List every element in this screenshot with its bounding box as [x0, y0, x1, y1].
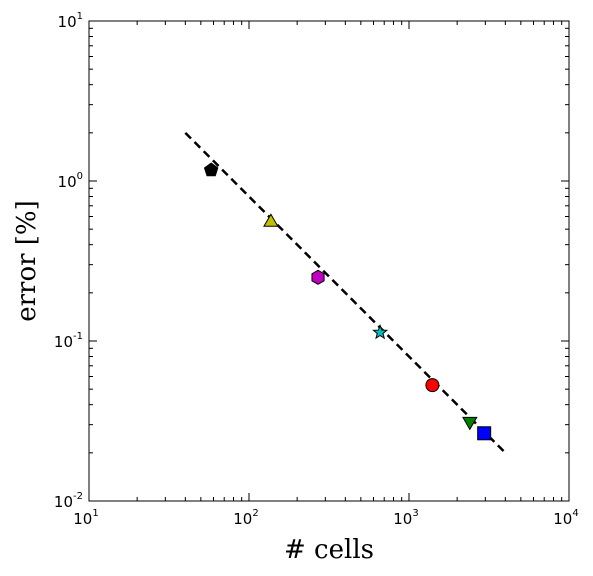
y-tick-base: 10 [54, 333, 73, 351]
x-tick-base: 10 [553, 510, 572, 528]
triangle-down-marker [462, 416, 478, 431]
triangle-up-marker [263, 213, 279, 227]
plot-background [89, 21, 569, 501]
y-tick-label: 101 [58, 11, 83, 31]
y-tick-exponent: 1 [77, 11, 83, 22]
x-tick-label: 103 [393, 508, 418, 528]
x-tick-base: 10 [393, 510, 412, 528]
plot-frame [88, 20, 570, 502]
x-tick-label: 102 [233, 508, 258, 528]
x-tick-base: 10 [233, 510, 252, 528]
fit-line-layer [184, 131, 507, 454]
y-axis-label: error [%] [12, 200, 42, 322]
y-tick-label: 10-1 [54, 331, 83, 351]
fit-line [184, 131, 507, 454]
tick-layer [88, 20, 570, 502]
square-marker [477, 426, 492, 441]
y-tick-base: 10 [54, 493, 73, 511]
circle-marker [425, 378, 440, 393]
x-tick-label: 104 [553, 508, 578, 528]
y-tick-exponent: -1 [73, 331, 83, 342]
pentagon-marker [203, 162, 219, 177]
x-tick-exponent: 3 [412, 508, 418, 519]
x-tick-base: 10 [73, 510, 92, 528]
star-marker [372, 324, 389, 340]
x-tick-exponent: 4 [572, 508, 578, 519]
y-tick-exponent: -2 [73, 491, 83, 502]
x-axis-label: # cells [284, 535, 374, 565]
marker-layer [203, 162, 492, 441]
y-tick-label: 100 [58, 171, 83, 191]
x-tick-labels: 101 102 103 104 [73, 508, 578, 528]
hexagon-marker [311, 269, 325, 285]
x-tick-exponent: 1 [92, 508, 98, 519]
y-tick-base: 10 [58, 173, 77, 191]
y-tick-label: 10-2 [54, 491, 83, 511]
x-tick-exponent: 2 [252, 508, 258, 519]
x-tick-label: 101 [73, 508, 98, 528]
y-tick-exponent: 0 [77, 171, 83, 182]
y-tick-base: 10 [58, 13, 77, 31]
